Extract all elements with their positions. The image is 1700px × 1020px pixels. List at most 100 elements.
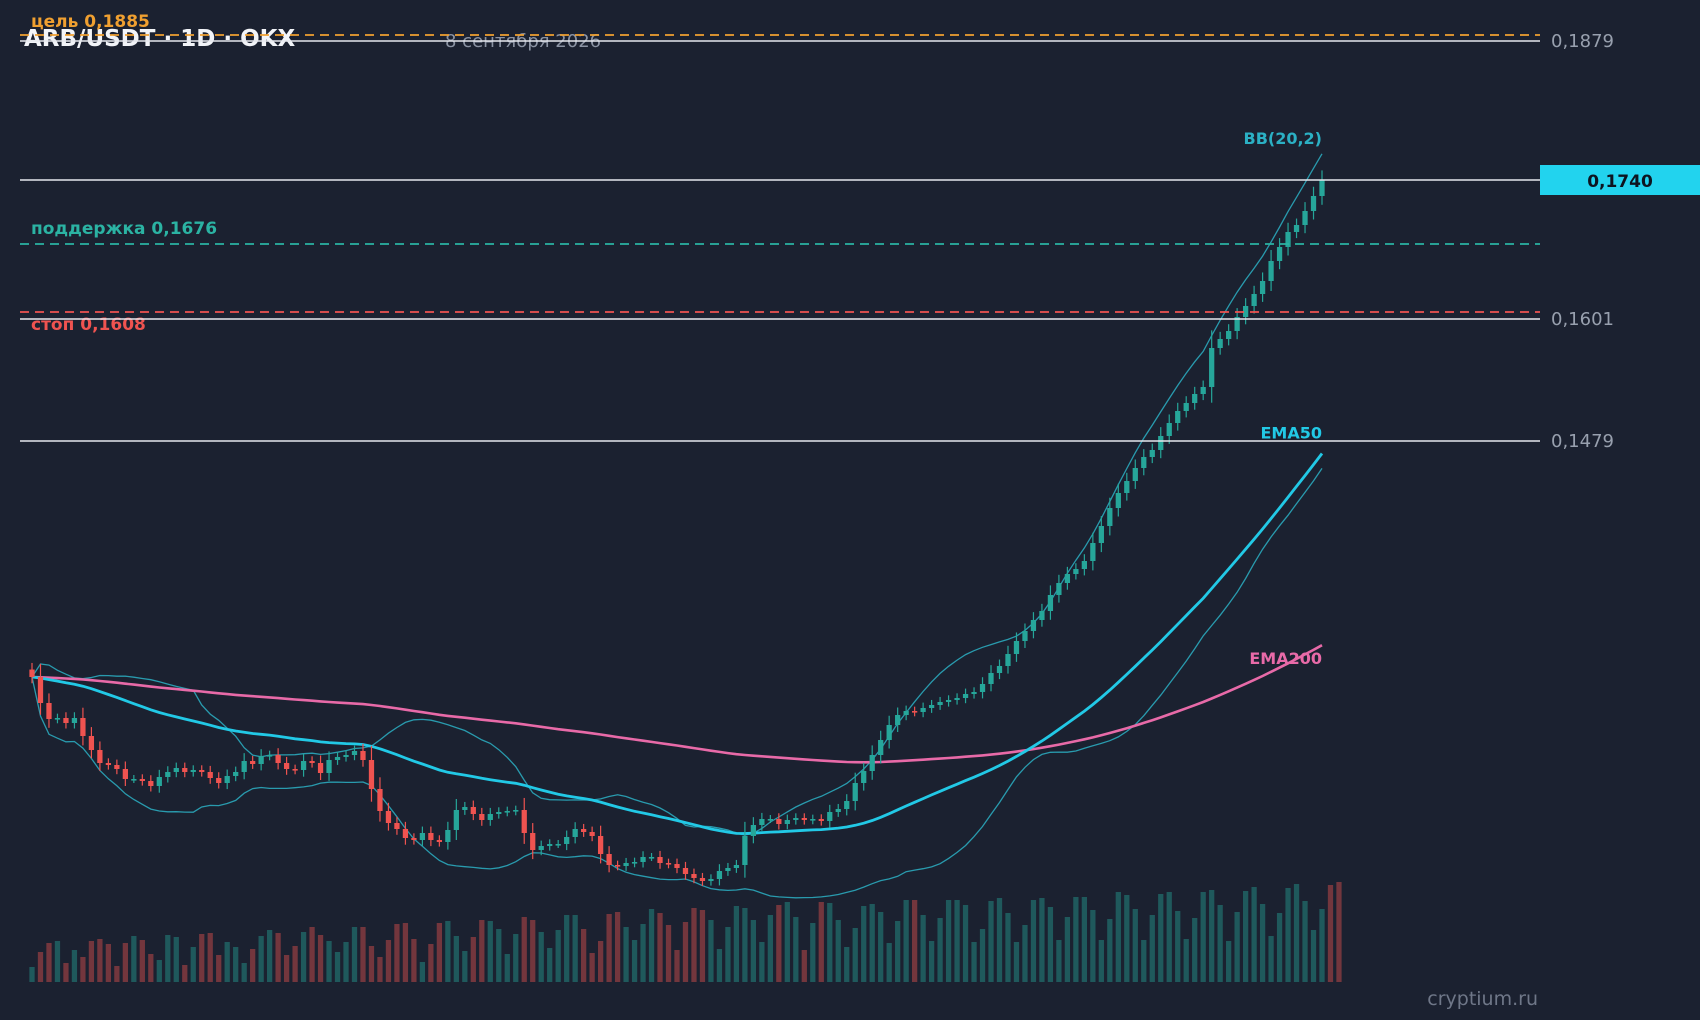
volume-bar [835, 920, 841, 982]
volume-bar [793, 917, 799, 982]
candle-body [1158, 436, 1164, 450]
volume-bar [716, 949, 723, 982]
volume-bar [402, 923, 409, 982]
candle-body [462, 807, 468, 810]
candle-body [648, 857, 655, 859]
volume-bar [54, 941, 61, 982]
volume-bar [657, 913, 663, 982]
candle-body [979, 684, 986, 692]
volume-bar [581, 929, 587, 982]
candle-body [547, 844, 553, 846]
candle-body [988, 673, 994, 684]
volume-bar [521, 917, 527, 982]
candle-body [1175, 411, 1181, 423]
volume-bar [114, 966, 120, 982]
volume-bar [962, 905, 969, 982]
volume-bar [979, 929, 986, 982]
candle-body [71, 718, 78, 723]
price-axis-label: 0,1879 [1551, 31, 1614, 52]
candle-body [1149, 450, 1155, 457]
volume-bar [597, 941, 604, 982]
candle-body [581, 829, 587, 832]
candle-body [1234, 317, 1240, 331]
volume-bar [334, 952, 341, 982]
candle-body [199, 770, 205, 772]
candle-body [776, 819, 782, 824]
candle-body [801, 818, 807, 820]
candle-body [1141, 457, 1147, 468]
volume-bar [233, 947, 239, 982]
candle-body [258, 756, 264, 764]
volume-bar [1293, 884, 1300, 982]
candle-body [1107, 508, 1113, 526]
candle-body [971, 692, 977, 694]
candle-body [1259, 281, 1266, 294]
candle-body [131, 779, 137, 781]
candle-body [827, 812, 833, 821]
volume-bar [453, 936, 459, 982]
volume-bar [29, 967, 35, 982]
volume-bar [623, 927, 629, 982]
current-price-tag [1540, 165, 1700, 195]
candle-body [1166, 423, 1172, 436]
volume-bar [479, 920, 485, 982]
volume-bar [1302, 901, 1308, 982]
volume-bar [852, 928, 858, 982]
candle-body [292, 769, 298, 771]
volume-bar [818, 902, 824, 982]
candle-body [1183, 403, 1189, 411]
volume-bar [275, 933, 281, 982]
candle-body [912, 711, 918, 713]
candle-body [716, 871, 723, 879]
volume-bar [682, 922, 689, 982]
candle-body [640, 857, 646, 862]
volume-bar [1098, 940, 1104, 982]
candle-body [895, 715, 901, 725]
volume-bar [988, 901, 994, 982]
volume-bar [572, 915, 578, 982]
volume-bar [71, 950, 78, 982]
candle-body [1293, 225, 1300, 232]
volume-bar [1132, 909, 1138, 982]
volume-bar [105, 944, 112, 982]
candle-body [88, 736, 95, 750]
volume-bar [46, 943, 52, 982]
watermark: cryptium.ru [1427, 988, 1538, 1010]
volume-bar [445, 921, 451, 982]
candle-body [1115, 493, 1121, 508]
candle-body [1251, 294, 1257, 306]
candle-body [1039, 611, 1045, 620]
candle-body [818, 819, 824, 821]
volume-bar [1039, 898, 1045, 982]
volume-bar [1081, 897, 1087, 982]
candle-body [436, 840, 442, 842]
candle-body [250, 761, 256, 764]
candle-body [470, 807, 476, 814]
candle-body [411, 838, 417, 840]
candle-body [521, 810, 527, 833]
candle-body [63, 718, 69, 723]
volume-bar [996, 898, 1003, 982]
volume-bar [759, 942, 765, 982]
candle-body [1192, 394, 1198, 403]
volume-bar [436, 923, 442, 982]
candle-body [114, 765, 120, 769]
current-price-label: 0,1740 [1587, 172, 1653, 192]
volume-bar [317, 935, 324, 982]
volume-bar [1234, 912, 1240, 982]
volume-bar [368, 946, 375, 982]
volume-bar [1276, 913, 1283, 982]
candle-body [1302, 211, 1308, 225]
volume-bar [97, 939, 103, 982]
candle-body [377, 789, 383, 811]
candle-body [665, 863, 672, 865]
candle-body [920, 708, 926, 712]
volume-bar [377, 957, 383, 982]
volume-bar [555, 930, 561, 982]
volume-bar [937, 918, 943, 982]
volume-bar [1200, 892, 1206, 982]
candle-body [928, 705, 935, 708]
volume-bar [589, 953, 595, 982]
candle-body [1030, 620, 1037, 631]
volume-bar [1251, 887, 1257, 982]
